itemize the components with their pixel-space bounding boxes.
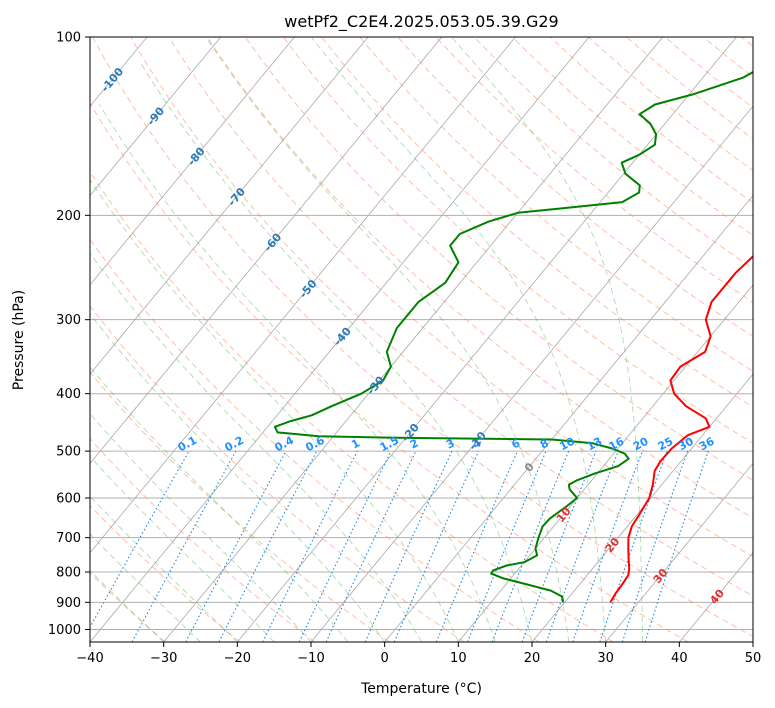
moist-adiabat xyxy=(90,569,165,642)
y-tick-label: 200 xyxy=(56,209,81,224)
dry-adiabat xyxy=(511,37,753,236)
dry-adiabat xyxy=(473,37,753,270)
y-tick-label: 1000 xyxy=(48,623,81,638)
x-tick-label: 30 xyxy=(597,651,614,666)
mixing-ratio-label: 25 xyxy=(656,435,676,454)
isotherm-line xyxy=(237,37,737,642)
dry-adiabat xyxy=(90,371,390,642)
x-tick-label: 10 xyxy=(450,651,467,666)
x-tick-label: −10 xyxy=(297,651,324,666)
isotherm-line xyxy=(531,373,753,642)
mixing-ratio-label: 16 xyxy=(607,435,627,454)
temperature-trace xyxy=(609,255,753,603)
mixing-ratio-line xyxy=(325,450,417,642)
mixing-ratio-label: 10 xyxy=(557,434,577,453)
dry-adiabat xyxy=(244,37,753,481)
mixing-ratio-line xyxy=(599,450,668,642)
moist-adiabat xyxy=(451,37,643,642)
x-axis-ticks: −40 −30 −20 −10 0 10 20 30 40 50 xyxy=(76,642,761,666)
y-tick-label: 300 xyxy=(56,313,81,328)
mixing-ratio-line xyxy=(572,450,643,642)
x-axis-label: Temperature (°C) xyxy=(360,681,482,697)
dry-adiabat xyxy=(90,102,689,642)
isotherm-lines xyxy=(90,37,753,642)
mixing-ratio-label: 20 xyxy=(631,435,651,454)
dry-adiabat xyxy=(321,37,753,408)
isotherm-line xyxy=(310,105,753,642)
isotherm-line xyxy=(90,37,443,465)
dry-adiabat xyxy=(90,171,614,642)
dry-adiabat xyxy=(283,37,753,444)
dry-adiabat xyxy=(90,305,465,642)
isotherm-line xyxy=(384,194,753,642)
mixing-ratio-label: 36 xyxy=(697,435,717,454)
dewpoint-trace xyxy=(273,70,753,603)
isotherm-line xyxy=(90,37,369,375)
sounding-traces xyxy=(273,70,753,603)
mixing-ratio-line xyxy=(435,450,519,642)
plot-frame xyxy=(89,36,754,643)
moist-adiabat xyxy=(90,252,422,642)
y-tick-label: 400 xyxy=(56,387,81,402)
mixing-ratio-line xyxy=(364,450,453,642)
moist-adiabat xyxy=(90,455,275,642)
dry-adiabat xyxy=(626,37,753,140)
x-tick-label: 0 xyxy=(381,651,389,666)
mixing-ratio-line xyxy=(90,450,190,629)
moist-adiabat xyxy=(311,37,607,642)
moist-adiabat xyxy=(139,61,533,642)
chart-title: wetPf2_C2E4.2025.053.05.39.G29 xyxy=(284,12,558,32)
x-tick-label: −40 xyxy=(76,651,103,666)
mixing-ratio-line xyxy=(644,450,709,642)
x-tick-label: −20 xyxy=(224,651,251,666)
moist-adiabat xyxy=(90,366,349,642)
mixing-ratio-label: 30 xyxy=(676,435,696,454)
mixing-ratio-line xyxy=(262,450,358,642)
mixing-ratio-line xyxy=(298,450,392,642)
mixing-ratio-label: 13 xyxy=(585,435,605,454)
moist-adiabat-lines xyxy=(90,37,643,642)
moist-adiabat xyxy=(90,178,459,642)
y-tick-label: 700 xyxy=(56,531,81,546)
dry-adiabat xyxy=(435,37,753,303)
mixing-ratio-line xyxy=(131,450,237,642)
y-tick-label: 800 xyxy=(56,566,81,581)
isotherm-line xyxy=(605,462,753,642)
x-tick-label: 40 xyxy=(671,651,688,666)
dry-adiabat xyxy=(206,37,753,519)
x-tick-label: 20 xyxy=(524,651,541,666)
isotherm-line xyxy=(90,37,222,197)
isotherm-line xyxy=(90,37,590,642)
mixing-ratio-lines xyxy=(90,450,709,642)
dry-adiabat xyxy=(130,37,753,597)
y-axis-label: Pressure (hPa) xyxy=(11,290,27,390)
x-tick-label: 50 xyxy=(745,651,762,666)
isotherm-line xyxy=(458,284,753,642)
dry-adiabat-lines xyxy=(90,37,753,642)
isotherm-line xyxy=(90,37,516,554)
mixing-ratio-line xyxy=(621,450,689,642)
isotherm-line xyxy=(90,37,295,286)
y-tick-label: 600 xyxy=(56,492,81,507)
isotherm-line xyxy=(163,37,664,642)
mixing-ratio-line xyxy=(393,450,480,642)
x-tick-label: −30 xyxy=(150,651,177,666)
y-axis-ticks: 100 200 300 400 500 600 700 800 900 1000 xyxy=(48,31,90,638)
y-tick-label: 500 xyxy=(56,445,81,460)
dry-adiabat xyxy=(168,37,753,558)
y-tick-label: 100 xyxy=(56,31,81,46)
pressure-gridlines xyxy=(90,37,753,630)
moist-adiabat xyxy=(99,104,496,642)
dry-adiabat xyxy=(90,504,241,642)
y-tick-label: 900 xyxy=(56,596,81,611)
